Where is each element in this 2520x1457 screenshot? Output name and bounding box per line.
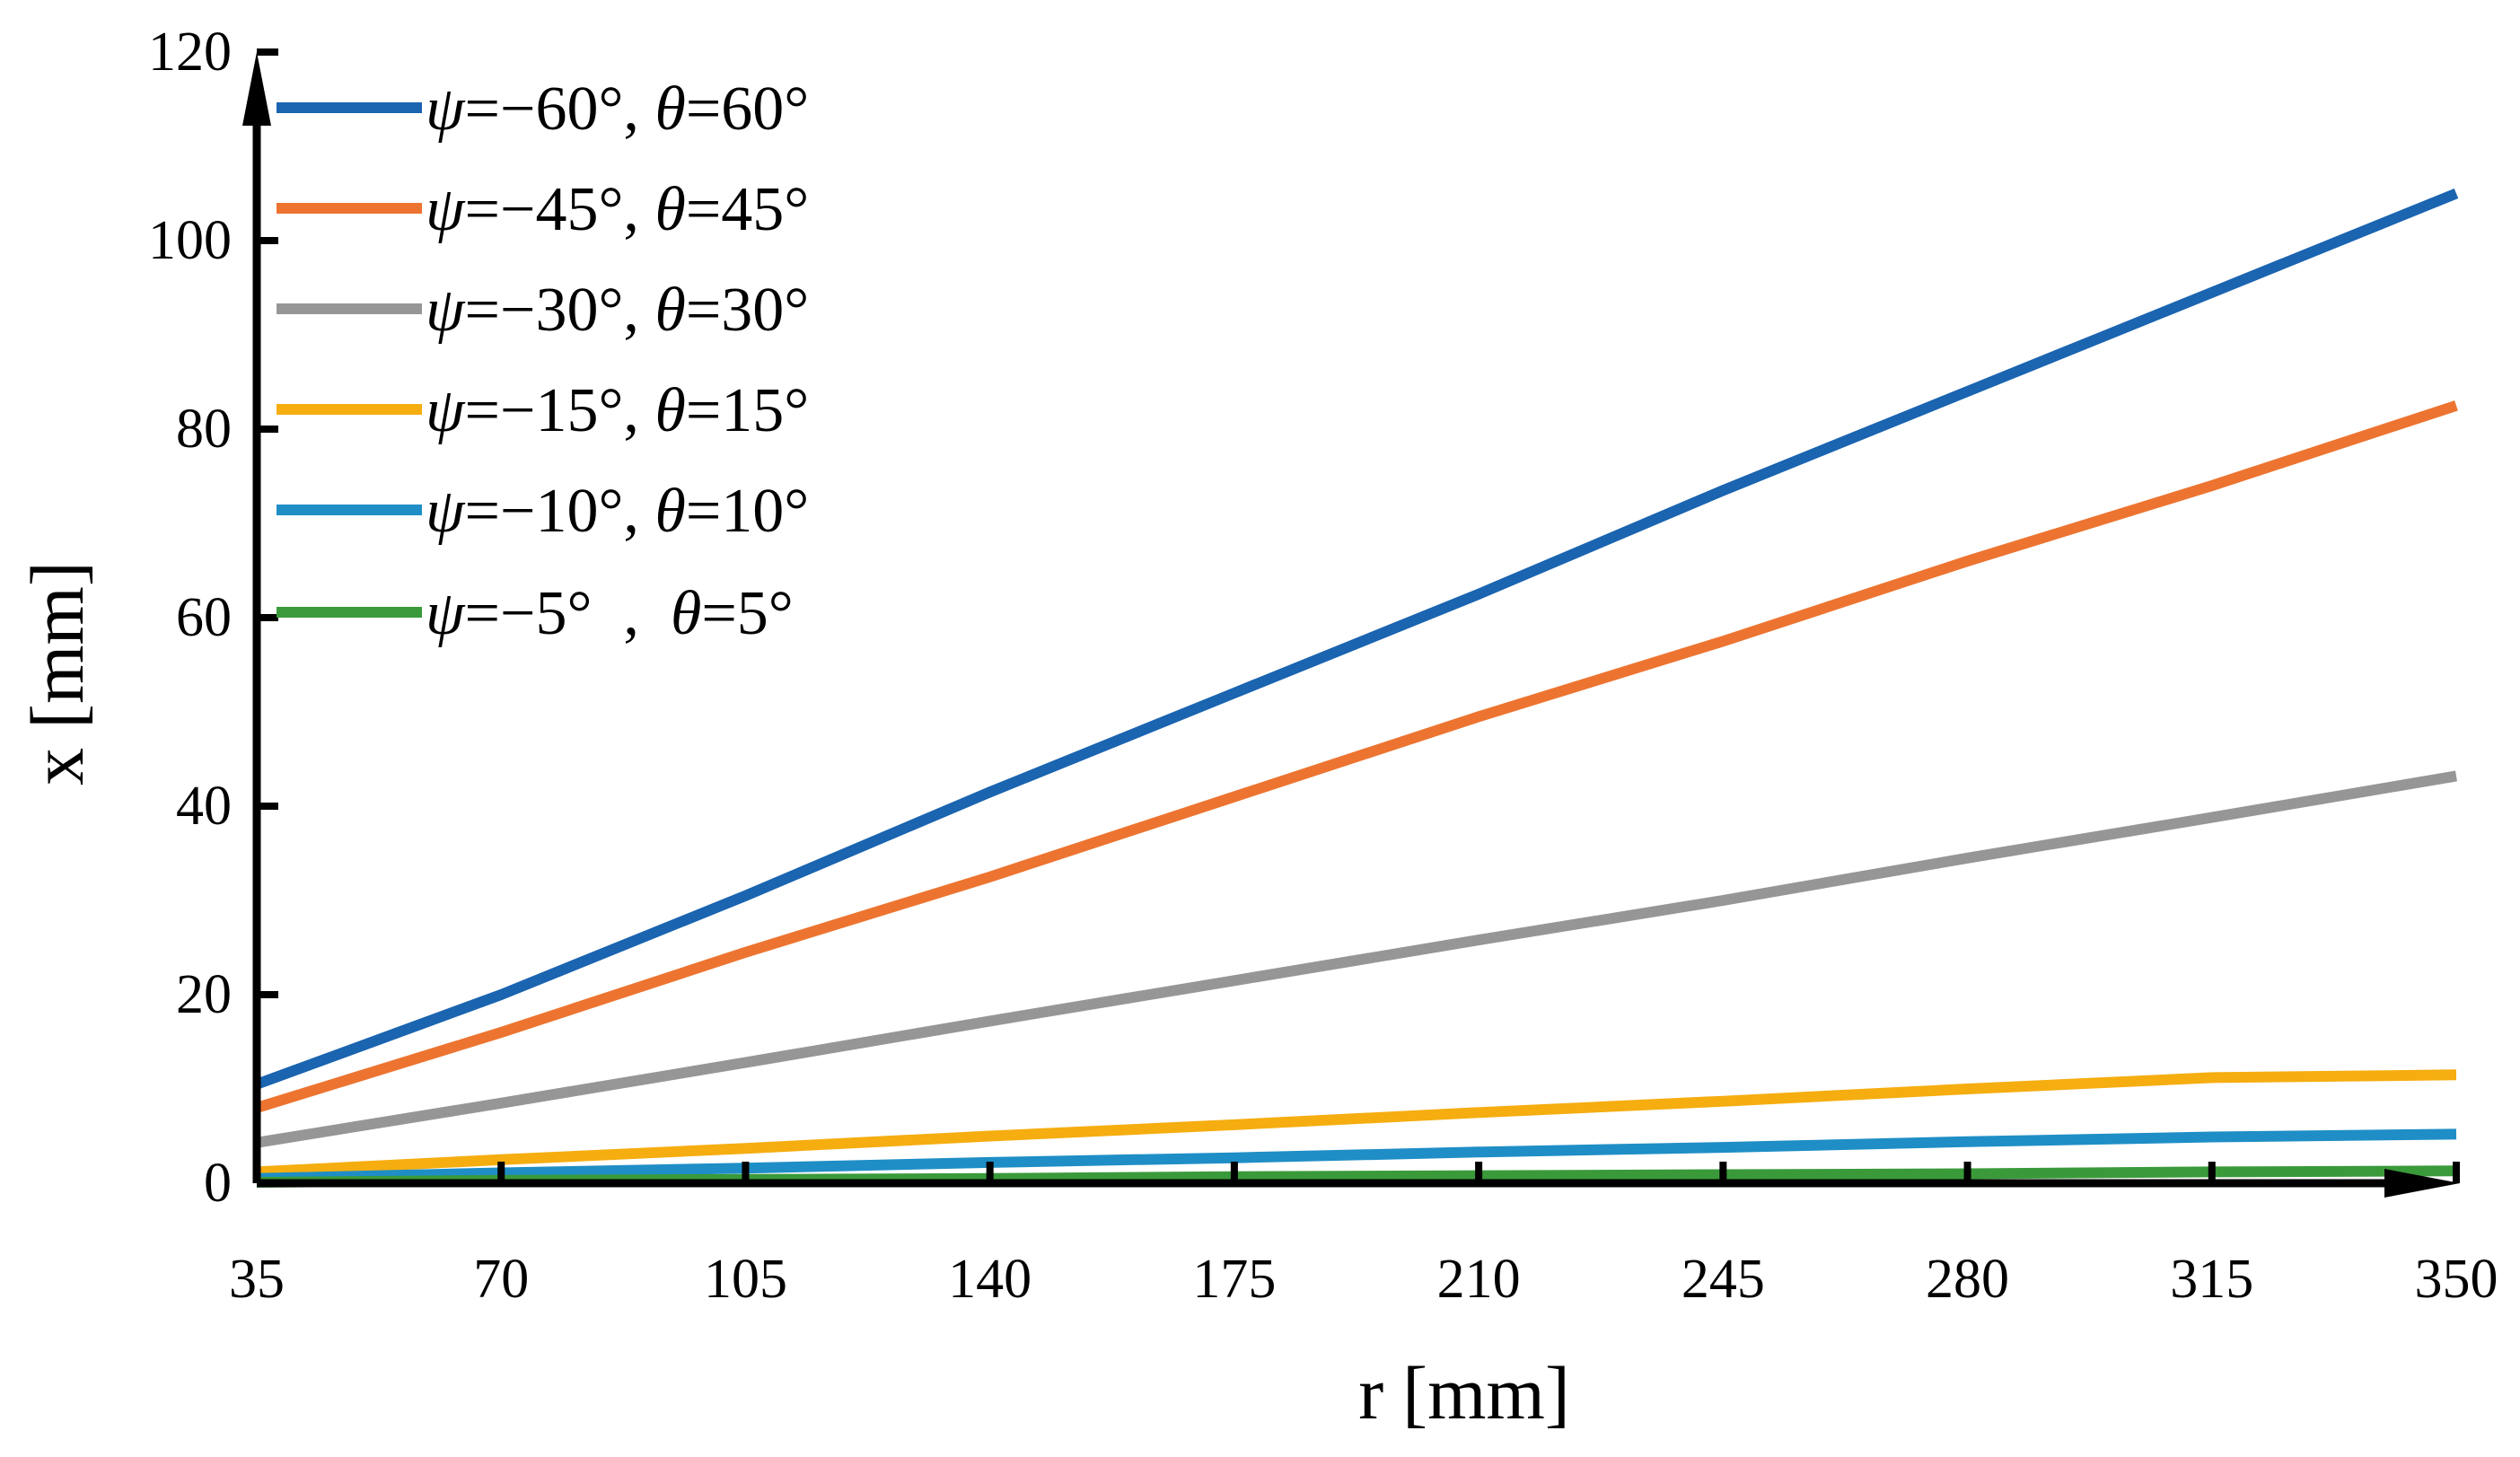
y-tick-label: 80	[176, 399, 232, 460]
legend-label-6: ψ=−5° , θ=5°	[426, 579, 794, 648]
series-line-4	[256, 1069, 2457, 1178]
x-tick-label: 70	[473, 1249, 529, 1310]
x-tick-label: 105	[704, 1249, 787, 1310]
legend: ψ=−60°, θ=60° ψ=−45°, θ=45° ψ=−30°, θ=30° ψ…	[277, 75, 809, 648]
x-tick-label: 175	[1192, 1249, 1276, 1310]
x-tick-label: 245	[1681, 1249, 1765, 1310]
x-tick-label: 315	[2170, 1249, 2253, 1310]
legend-label-4: ψ=−15°, θ=15°	[426, 376, 809, 445]
x-tick-label: 140	[948, 1249, 1032, 1310]
y-axis-title: x [mm]	[16, 561, 100, 786]
x-tick-label: 350	[2415, 1249, 2498, 1310]
x-tick-label: 280	[1926, 1249, 2009, 1310]
legend-label-3: ψ=−30°, θ=30°	[426, 276, 809, 345]
legend-label-5: ψ=−10°, θ=10°	[426, 477, 809, 546]
y-tick-label: 120	[148, 22, 232, 83]
y-tick-label: 0	[204, 1153, 232, 1214]
legend-label-1: ψ=−60°, θ=60°	[426, 75, 809, 144]
x-tick-label: 35	[229, 1249, 285, 1310]
legend-label-2: ψ=−45°, θ=45°	[426, 175, 809, 244]
series-line-3	[256, 770, 2458, 1148]
y-tick-label: 100	[148, 210, 232, 271]
x-axis-title: r [mm]	[1358, 1352, 1570, 1435]
series-line-1	[254, 188, 2459, 1090]
x-tick-label: 210	[1437, 1249, 1521, 1310]
series-line-2	[255, 400, 2458, 1113]
axes	[242, 48, 2460, 1198]
y-tick-label: 40	[176, 776, 232, 837]
y-tick-label: 60	[176, 587, 232, 648]
tick-labels: 0 20 40 60 80 100 120 35 70 105 140 175 210 245 280 315…	[148, 22, 2498, 1310]
y-tick-label: 20	[176, 964, 232, 1025]
series-line-5	[256, 1128, 2457, 1184]
x-axis-arrow	[2384, 1169, 2460, 1198]
y-axis-arrow	[242, 52, 271, 126]
